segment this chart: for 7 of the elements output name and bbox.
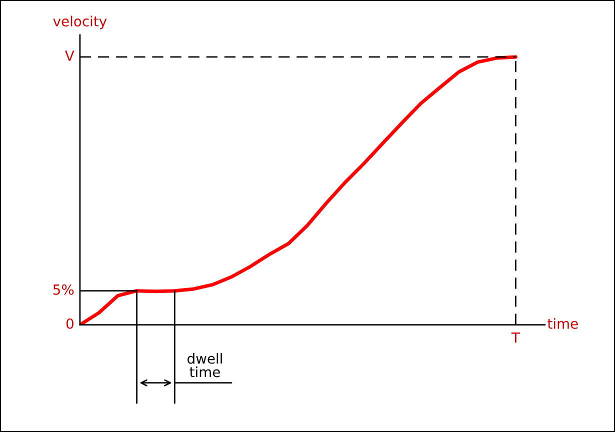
text: V <box>64 50 74 61</box>
text: 0 <box>66 318 74 329</box>
x-axis-title: time <box>548 318 578 329</box>
text: dwell time <box>188 353 222 378</box>
text: T <box>511 332 520 343</box>
y-axis-title: velocity <box>53 16 107 30</box>
text: 5% <box>53 284 74 295</box>
